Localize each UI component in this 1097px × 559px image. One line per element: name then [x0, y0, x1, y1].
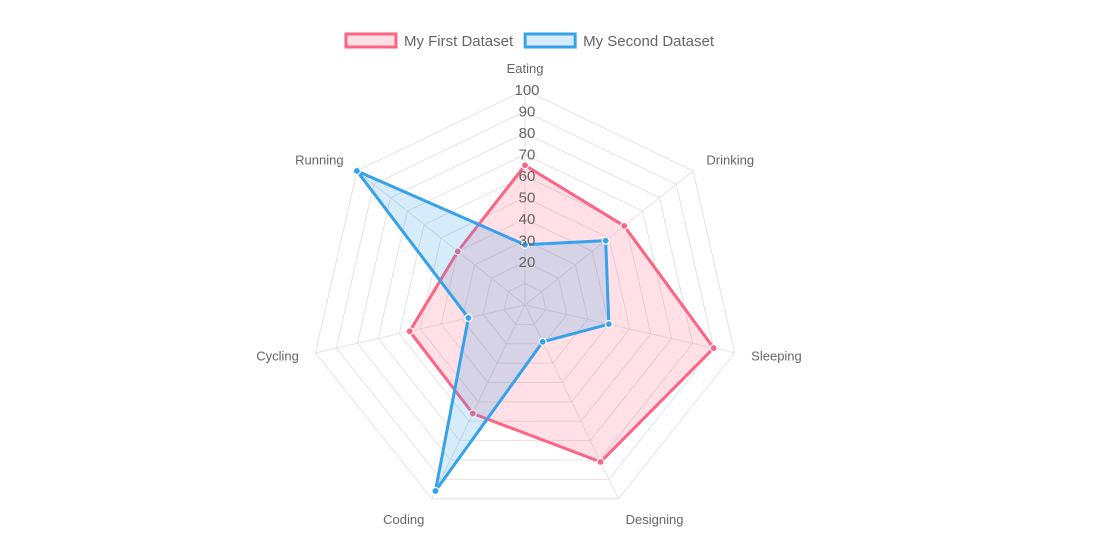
point-labels: Eating Drinking Sleeping Designing Coding Cyc…	[256, 61, 802, 527]
tick-label: 50	[519, 190, 536, 207]
angle-line	[356, 170, 526, 306]
grid-ring	[356, 132, 694, 461]
point-label-coding: Coding	[383, 512, 424, 527]
data-point[interactable]	[431, 486, 440, 496]
data-point[interactable]	[596, 457, 605, 467]
data-point[interactable]	[520, 161, 530, 170]
data-point[interactable]	[709, 343, 718, 353]
tick-label: 100	[514, 82, 539, 99]
series-1	[405, 161, 718, 467]
angle-line	[431, 304, 526, 499]
grid-ring	[419, 196, 631, 403]
data-point[interactable]	[405, 327, 414, 336]
tick-label: 90	[519, 104, 536, 121]
series-area	[408, 163, 716, 464]
legend-item-2[interactable]: My Second Dataset	[523, 32, 715, 50]
series-area	[355, 169, 611, 493]
grid-ring	[461, 239, 589, 364]
point-label-designing: Designing	[626, 512, 684, 527]
grid-ring	[335, 110, 715, 480]
angle-line	[524, 304, 619, 499]
tick-label: 80	[519, 125, 536, 142]
point-label-sleeping: Sleeping	[751, 349, 802, 364]
point-label-cycling: Cycling	[256, 349, 299, 364]
grid-ring	[314, 89, 736, 500]
legend-item-1[interactable]: My First Dataset	[344, 32, 514, 50]
grid-ring	[398, 175, 652, 422]
grid-ring	[503, 282, 547, 325]
data-point[interactable]	[464, 313, 473, 323]
point-label-eating: Eating	[507, 61, 544, 76]
data-point[interactable]	[601, 236, 610, 245]
grid	[314, 89, 736, 500]
point-label-drinking: Drinking	[706, 152, 754, 167]
angle-line	[315, 304, 526, 354]
angle-line	[524, 170, 694, 306]
data-point[interactable]	[352, 166, 362, 176]
tick-labels: 20 30 40 50 60 70 80 90 100	[514, 82, 539, 271]
point-label-running: Running	[295, 152, 343, 167]
data-point[interactable]	[453, 247, 462, 256]
angle-line	[524, 304, 735, 354]
legend-swatch	[523, 32, 577, 49]
grid-ring	[482, 261, 568, 345]
series-2	[352, 166, 613, 496]
legend-swatch	[344, 32, 398, 49]
grid-ring	[440, 218, 610, 383]
tick-label: 60	[519, 168, 536, 185]
data-point[interactable]	[604, 320, 613, 329]
series-layer	[352, 161, 718, 496]
data-point[interactable]	[538, 337, 547, 346]
tick-label: 70	[519, 147, 536, 164]
legend-label: My Second Dataset	[583, 33, 715, 50]
tick-label: 30	[519, 233, 536, 250]
legend: My First Dataset My Second Dataset	[344, 32, 715, 50]
data-point[interactable]	[468, 409, 477, 418]
tick-label: 40	[519, 211, 536, 228]
tick-label: 20	[519, 254, 536, 271]
legend-label: My First Dataset	[404, 33, 514, 50]
data-point[interactable]	[520, 240, 530, 249]
data-point[interactable]	[620, 221, 629, 231]
